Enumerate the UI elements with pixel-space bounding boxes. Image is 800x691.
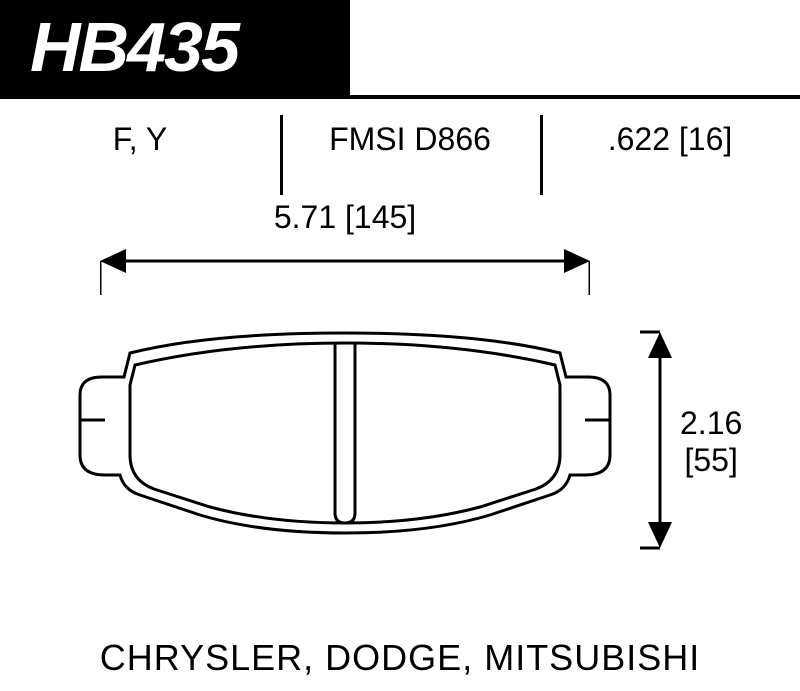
spec-fmsi: FMSI D866 <box>280 121 540 158</box>
header-rule <box>0 95 800 99</box>
brake-pad-outline <box>60 325 630 555</box>
width-dim-arrows <box>100 235 590 295</box>
height-value-in: 2.16 <box>680 405 742 441</box>
width-dimension: 5.71 [145] <box>100 235 590 295</box>
part-number-banner: HB435 <box>0 0 350 95</box>
applications-label: CHRYSLER, DODGE, MITSUBISHI <box>0 637 800 679</box>
height-dimension-label: 2.16 [55] <box>680 405 742 479</box>
spec-row: F, Y FMSI D866 .622 [16] <box>0 115 800 175</box>
height-dimension: 2.16 [55] <box>640 320 800 560</box>
spec-compounds: F, Y <box>0 121 280 158</box>
width-dimension-label: 5.71 [145] <box>100 199 590 236</box>
height-value-mm: [55] <box>684 442 737 478</box>
part-number: HB435 <box>30 8 238 86</box>
spec-thickness: .622 [16] <box>540 121 800 158</box>
